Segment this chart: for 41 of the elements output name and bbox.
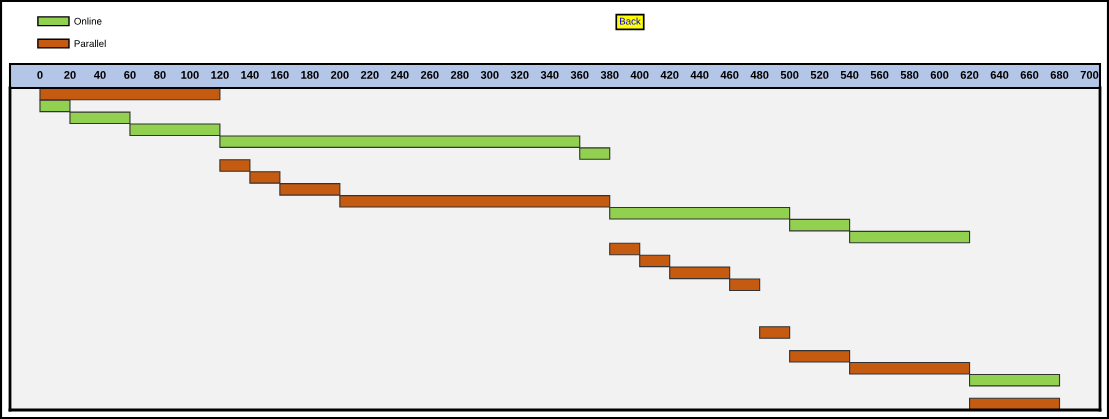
x-tick-label: 520 (810, 70, 829, 79)
x-tick-label: 20 (64, 70, 76, 79)
legend-label: Parallel (74, 39, 106, 47)
x-tick-label: 460 (720, 70, 739, 79)
x-tick-label: 620 (960, 70, 979, 79)
x-tick-label: 140 (241, 70, 259, 79)
x-tick-label: 40 (93, 70, 106, 79)
x-tick-label: 380 (600, 70, 619, 79)
x-tick-label: 100 (181, 70, 199, 79)
x-tick-label: 640 (990, 70, 1009, 79)
x-tick-label: 700 (1080, 70, 1099, 79)
x-tick-label: 660 (1020, 70, 1039, 79)
x-tick-label: 400 (630, 70, 649, 79)
x-tick-label: 280 (450, 70, 469, 79)
x-tick-label: 340 (540, 70, 559, 79)
x-tick-label: 240 (390, 70, 409, 79)
x-tick-label: 480 (750, 70, 769, 79)
bar (969, 397, 1061, 410)
x-tick-label: 580 (900, 70, 919, 79)
x-tick-label: 0 (37, 70, 43, 79)
bar (759, 326, 791, 339)
x-tick-label: 440 (690, 70, 709, 79)
x-tick-label: 500 (780, 70, 799, 79)
x-tick-label: 560 (870, 70, 889, 79)
x-tick-label: 80 (154, 70, 166, 79)
legend-label: Online (74, 17, 102, 25)
x-tick-label: 540 (840, 70, 859, 79)
text: Back (619, 17, 641, 25)
x-tick-label: 680 (1050, 70, 1069, 79)
x-tick-label: 300 (480, 70, 499, 79)
x-tick-label: 160 (271, 70, 289, 79)
x-tick-label: 180 (301, 70, 319, 79)
x-tick-label: 420 (660, 70, 679, 79)
x-tick-label: 120 (211, 70, 229, 79)
x-tick-label: 200 (330, 70, 349, 79)
x-tick-label: 600 (930, 70, 949, 79)
x-tick-label: 60 (124, 70, 136, 79)
x-tick-label: 320 (510, 70, 529, 79)
x-tick-label: 260 (420, 70, 439, 79)
x-tick-label: 360 (570, 70, 589, 79)
x-tick-label: 220 (360, 70, 379, 79)
